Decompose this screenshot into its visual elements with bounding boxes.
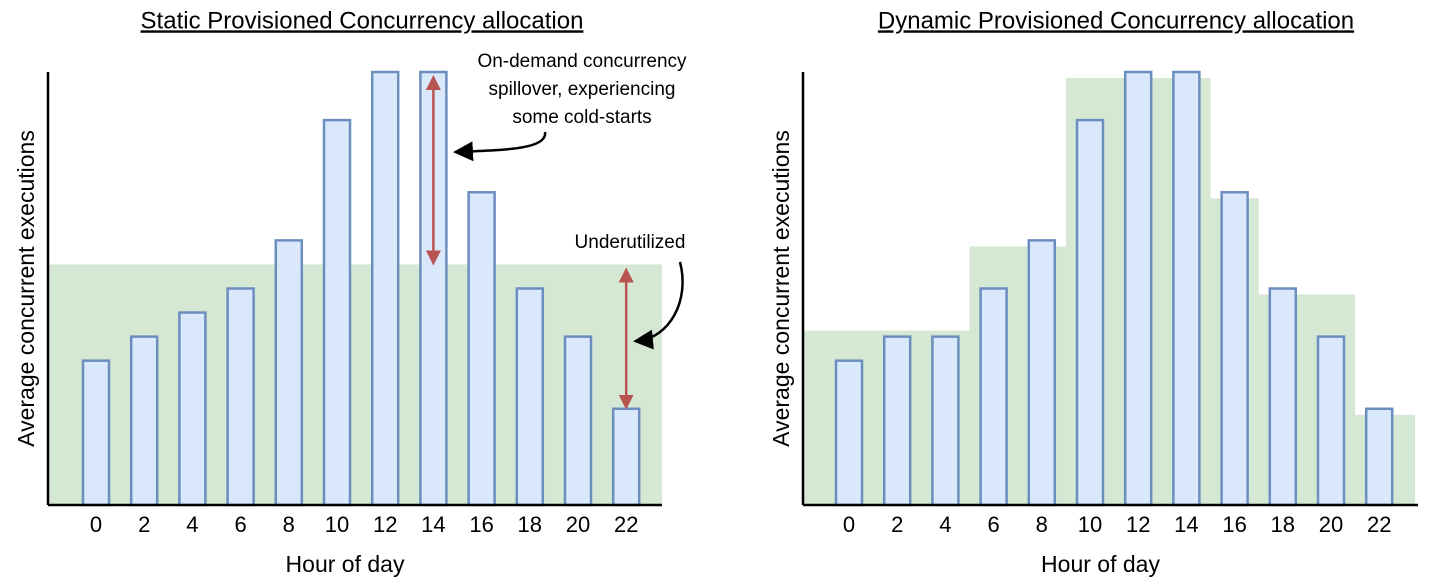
chart-title: Static Provisioned Concurrency allocatio… bbox=[141, 7, 584, 34]
bar bbox=[467, 191, 496, 507]
bar bbox=[129, 335, 159, 507]
bar bbox=[1027, 239, 1057, 507]
x-tick-label: 20 bbox=[566, 512, 590, 537]
bar bbox=[1172, 70, 1201, 507]
bar bbox=[882, 335, 912, 507]
x-tick-label: 22 bbox=[614, 512, 638, 537]
x-tick-label: 18 bbox=[1271, 512, 1295, 537]
x-tick-label: 2 bbox=[891, 512, 903, 537]
x-tick-label: 8 bbox=[1036, 512, 1048, 537]
x-tick-label: 4 bbox=[939, 512, 951, 537]
chart-title: Dynamic Provisioned Concurrency allocati… bbox=[878, 7, 1354, 34]
bar bbox=[81, 359, 111, 507]
x-tick-label: 20 bbox=[1319, 512, 1343, 537]
x-tick-label: 12 bbox=[373, 512, 397, 537]
y-axis-label: Average concurrent executions bbox=[13, 130, 39, 447]
bar bbox=[370, 70, 400, 507]
x-tick-label: 8 bbox=[283, 512, 295, 537]
pointer-arrow bbox=[453, 131, 547, 162]
x-tick-label: 6 bbox=[234, 512, 246, 537]
annotation: spillover, experiencing bbox=[489, 79, 676, 100]
x-tick-label: 0 bbox=[90, 512, 102, 537]
bar bbox=[1268, 287, 1298, 507]
x-tick-label: 16 bbox=[469, 512, 493, 537]
annotation: Underutilized bbox=[575, 232, 686, 253]
bar bbox=[611, 407, 641, 507]
bar bbox=[1316, 335, 1346, 507]
x-tick-label: 18 bbox=[518, 512, 542, 537]
bar bbox=[931, 335, 960, 507]
bar bbox=[322, 118, 352, 507]
x-tick-label: 6 bbox=[987, 512, 999, 537]
x-tick-label: 4 bbox=[186, 512, 198, 537]
x-tick-label: 2 bbox=[138, 512, 150, 537]
x-tick-label: 14 bbox=[1174, 512, 1198, 537]
x-tick-label: 22 bbox=[1367, 512, 1391, 537]
bar bbox=[1364, 407, 1394, 507]
x-axis-label: Hour of day bbox=[1041, 551, 1160, 577]
annotation: some cold-starts bbox=[512, 107, 651, 128]
bar bbox=[1075, 118, 1105, 507]
bar bbox=[515, 287, 545, 507]
x-tick-label: 0 bbox=[843, 512, 855, 537]
pointer-arrow bbox=[633, 261, 684, 350]
x-axis-label: Hour of day bbox=[286, 551, 405, 577]
bar bbox=[226, 287, 255, 507]
bar bbox=[1123, 70, 1153, 507]
x-tick-label: 16 bbox=[1222, 512, 1246, 537]
bar bbox=[274, 239, 304, 507]
x-tick-label: 10 bbox=[325, 512, 349, 537]
x-tick-label: 10 bbox=[1078, 512, 1102, 537]
bar bbox=[979, 287, 1008, 507]
bar bbox=[563, 335, 593, 507]
annotation: On-demand concurrency bbox=[477, 51, 687, 72]
y-axis-label: Average concurrent executions bbox=[768, 130, 794, 447]
bar bbox=[1220, 191, 1249, 507]
x-tick-label: 12 bbox=[1126, 512, 1150, 537]
bar bbox=[178, 311, 207, 507]
x-tick-label: 14 bbox=[421, 512, 445, 537]
bar bbox=[834, 359, 864, 507]
